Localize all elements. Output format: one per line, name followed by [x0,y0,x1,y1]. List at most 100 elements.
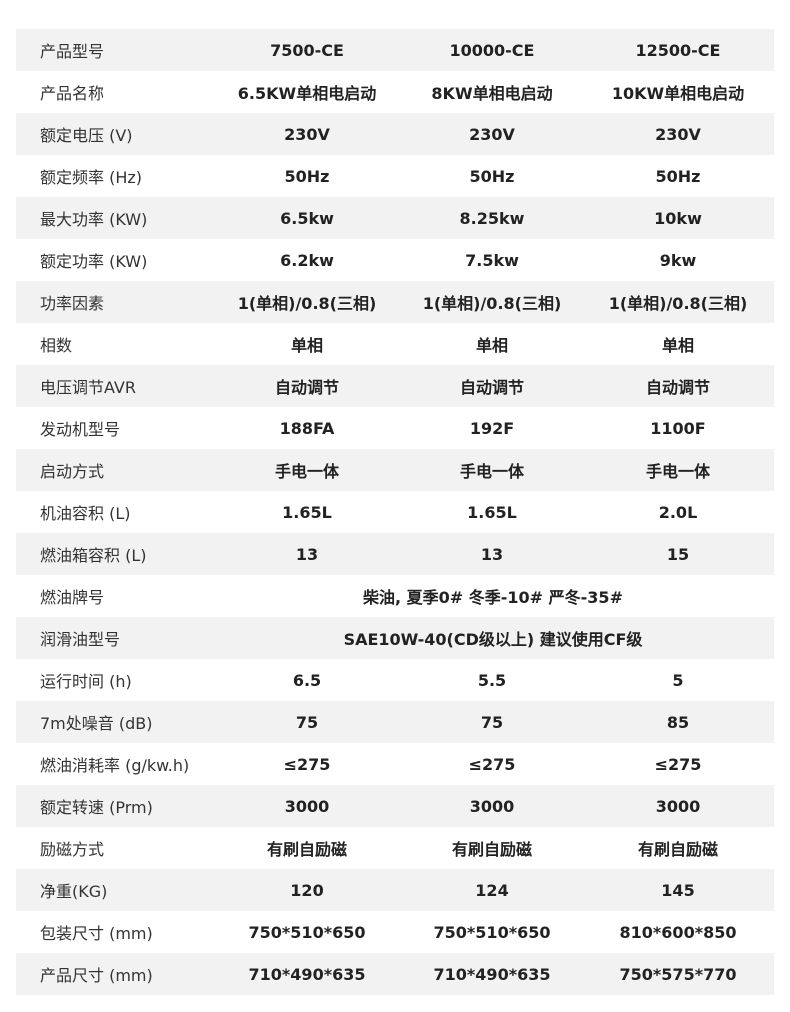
value-cell: 3000 [655,796,701,816]
row-label: 额定功率 (KW) [40,252,148,271]
row-label: 机油容积 (L) [40,504,131,523]
value-cell: 单相 [290,336,323,355]
row-label: 包装尺寸 (mm) [40,924,153,943]
value-cell: 1(单相)/0.8(三相) [422,294,562,313]
value-cell: 3000 [469,796,515,816]
table-row: 机油容积 (L) 1.65L 1.65L 2.0L [16,491,774,533]
row-label: 运行时间 (h) [40,672,132,691]
value-cell: 自动调节 [459,378,524,397]
value-cell: 1.65L [467,502,517,522]
table-row: 额定电压 (V) 230V 230V 230V [16,113,774,155]
value-cell: 6.5kw [280,208,334,228]
table-row: 电压调节AVR 自动调节 自动调节 自动调节 [16,365,774,407]
table-row: 功率因素 1(单相)/0.8(三相) 1(单相)/0.8(三相) 1(单相)/0.8(… [16,281,774,323]
row-label: 额定转速 (Prm) [40,798,153,817]
value-cell: 75 [480,712,504,732]
row-label: 功率因素 [40,294,105,313]
value-cell: 188FA [279,418,335,438]
table-row: 燃油箱容积 (L) 13 13 15 [16,533,774,575]
row-label: 励磁方式 [40,840,105,859]
table-row: 额定功率 (KW) 6.2kw 7.5kw 9kw [16,239,774,281]
row-label: 燃油消耗率 (g/kw.h) [40,756,190,775]
table-row: 相数 单相 单相 单相 [16,323,774,365]
table-row: 产品尺寸 (mm) 710*490*635 710*490*635 750*575*7… [16,953,774,995]
value-cell: 7.5kw [465,250,519,270]
table-row: 燃油牌号 柴油, 夏季0# 冬季-10# 严冬-35# [16,575,774,617]
value-cell: 自动调节 [645,378,710,397]
table-row: 润滑油型号 SAE10W-40(CD级以上) 建议使用CF级 [16,617,774,659]
value-cell: 50Hz [469,166,515,186]
table-row: 额定转速 (Prm) 3000 3000 3000 [16,785,774,827]
value-cell: 810*600*850 [619,922,737,942]
row-label: 电压调节AVR [40,378,136,397]
value-cell: 10000-CE [449,40,535,60]
value-cell: 自动调节 [274,378,339,397]
value-cell: 750*510*650 [433,922,551,942]
merged-value-cell: SAE10W-40(CD级以上) 建议使用CF级 [343,630,643,649]
row-label: 额定电压 (V) [40,126,133,145]
value-cell: 有刷自励磁 [637,840,718,859]
row-label: 发动机型号 [40,420,121,439]
row-label: 产品名称 [40,84,105,103]
value-cell: 15 [666,544,690,564]
table-row: 产品名称 6.5KW单相电启动 8KW单相电启动 10KW单相电启动 [16,71,774,113]
row-label: 额定频率 (Hz) [40,168,143,187]
value-cell: 13 [480,544,504,564]
value-cell: 手电一体 [645,462,710,481]
value-cell: 230V [469,124,515,144]
value-cell: 5 [672,670,684,690]
row-label: 燃油牌号 [40,588,105,607]
value-cell: 12500-CE [635,40,721,60]
value-cell: 1100F [650,418,706,438]
value-cell: 710*490*635 [248,964,366,984]
row-label: 7m处噪音 (dB) [40,714,153,733]
spec-table: 产品型号 7500-CE 10000-CE 12500-CE 产品名称 6.5KW单相电启… [16,29,774,995]
value-cell: 1.65L [282,502,332,522]
table-row: 运行时间 (h) 6.5 5.5 5 [16,659,774,701]
table-row: 发动机型号 188FA 192F 1100F [16,407,774,449]
value-cell: 7500-CE [270,40,344,60]
value-cell: 6.5KW单相电启动 [237,84,377,103]
value-cell: 1(单相)/0.8(三相) [237,294,377,313]
value-cell: ≤275 [654,754,702,774]
value-cell: 750*575*770 [619,964,737,984]
row-label: 燃油箱容积 (L) [40,546,147,565]
value-cell: ≤275 [283,754,331,774]
value-cell: 230V [284,124,330,144]
value-cell: 有刷自励磁 [266,840,347,859]
value-cell: 有刷自励磁 [451,840,532,859]
value-cell: 3000 [284,796,330,816]
table-row: 启动方式 手电一体 手电一体 手电一体 [16,449,774,491]
table-row: 产品型号 7500-CE 10000-CE 12500-CE [16,29,774,71]
table-row: 包装尺寸 (mm) 750*510*650 750*510*650 810*600*8… [16,911,774,953]
row-label: 净重(KG) [40,882,108,901]
value-cell: ≤275 [468,754,516,774]
value-cell: 8KW单相电启动 [431,84,553,103]
value-cell: 75 [295,712,319,732]
value-cell: 6.2kw [280,250,334,270]
value-cell: 5.5 [477,670,507,690]
row-label: 启动方式 [40,462,105,481]
row-label: 最大功率 (KW) [40,210,148,229]
table-row: 额定频率 (Hz) 50Hz 50Hz 50Hz [16,155,774,197]
table-row: 燃油消耗率 (g/kw.h) ≤275 ≤275 ≤275 [16,743,774,785]
value-cell: 9kw [659,250,697,270]
value-cell: 50Hz [655,166,701,186]
value-cell: 13 [295,544,319,564]
value-cell: 230V [655,124,701,144]
merged-value-cell: 柴油, 夏季0# 冬季-10# 严冬-35# [363,588,623,607]
table-row: 最大功率 (KW) 6.5kw 8.25kw 10kw [16,197,774,239]
value-cell: 手电一体 [274,462,339,481]
value-cell: 6.5 [292,670,322,690]
value-cell: 10kw [654,208,702,228]
table-row: 7m处噪音 (dB) 75 75 85 [16,701,774,743]
value-cell: 单相 [661,336,694,355]
value-cell: 145 [661,880,695,900]
value-cell: 1(单相)/0.8(三相) [608,294,748,313]
value-cell: 120 [290,880,324,900]
value-cell: 50Hz [284,166,330,186]
value-cell: 10KW单相电启动 [611,84,745,103]
value-cell: 85 [666,712,690,732]
value-cell: 750*510*650 [248,922,366,942]
table-row: 净重(KG) 120 124 145 [16,869,774,911]
